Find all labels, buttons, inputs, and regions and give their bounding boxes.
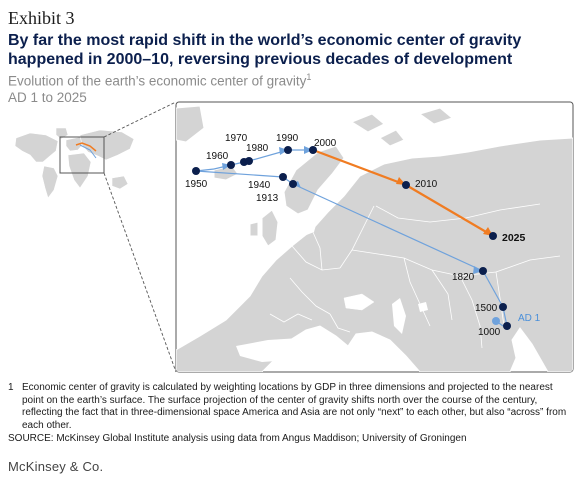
label-1913: 1913 bbox=[256, 193, 279, 204]
label-1000: 1000 bbox=[478, 327, 501, 338]
point-1820 bbox=[479, 267, 487, 275]
headline-line-1: By far the most rapid shift in the world… bbox=[8, 32, 522, 49]
label-1500: 1500 bbox=[475, 303, 498, 314]
path-arrowheads bbox=[222, 146, 493, 274]
label-1820: 1820 bbox=[452, 272, 475, 283]
point-1960 bbox=[227, 161, 235, 169]
subtitle-text: Evolution of the earth’s economic center… bbox=[8, 73, 307, 89]
footnote: 1 Economic center of gravity is calculat… bbox=[8, 382, 573, 432]
label-1990: 1990 bbox=[276, 133, 299, 144]
point-ad1 bbox=[492, 317, 500, 325]
exhibit-label: Exhibit 3 bbox=[8, 8, 75, 28]
footnote-text: Economic center of gravity is calculated… bbox=[22, 382, 567, 431]
point-2000 bbox=[309, 146, 317, 154]
gravity-points bbox=[192, 146, 511, 330]
footnote-marker: 1 bbox=[306, 72, 312, 82]
source-note: SOURCE: McKinsey Global Institute analys… bbox=[8, 433, 467, 444]
date-range: AD 1 to 2025 bbox=[8, 90, 87, 105]
recent-path bbox=[312, 148, 494, 237]
point-labels: AD 1 1000 1500 1820 1913 1940 1950 1960 … bbox=[185, 133, 541, 338]
point-1000 bbox=[503, 322, 511, 330]
label-2000: 2000 bbox=[314, 138, 337, 149]
detail-map: AD 1 1000 1500 1820 1913 1940 1950 1960 … bbox=[175, 101, 574, 373]
world-inset-map bbox=[9, 126, 139, 206]
label-2025: 2025 bbox=[502, 232, 526, 244]
point-2010 bbox=[402, 181, 410, 189]
headline: By far the most rapid shift in the world… bbox=[8, 31, 573, 69]
label-1970: 1970 bbox=[225, 133, 248, 144]
point-1990 bbox=[284, 146, 292, 154]
label-1960: 1960 bbox=[206, 151, 229, 162]
point-1500 bbox=[499, 303, 507, 311]
label-1940: 1940 bbox=[248, 180, 271, 191]
label-ad1: AD 1 bbox=[518, 313, 541, 324]
map-figure: AD 1 1000 1500 1820 1913 1940 1950 1960 … bbox=[9, 101, 574, 373]
point-2025 bbox=[489, 232, 497, 240]
label-1950: 1950 bbox=[185, 179, 208, 190]
headline-line-2: happened in 2000–10, reversing previous … bbox=[8, 51, 513, 68]
footnote-number: 1 bbox=[8, 382, 14, 393]
chart-subtitle: Evolution of the earth’s economic center… bbox=[8, 72, 311, 89]
point-1950 bbox=[192, 167, 200, 175]
point-1980 bbox=[245, 157, 253, 165]
label-2010: 2010 bbox=[415, 179, 438, 190]
brand-logo-text: McKinsey & Co. bbox=[8, 459, 104, 474]
point-1913 bbox=[289, 180, 297, 188]
point-1940 bbox=[279, 173, 287, 181]
label-1980: 1980 bbox=[246, 143, 269, 154]
